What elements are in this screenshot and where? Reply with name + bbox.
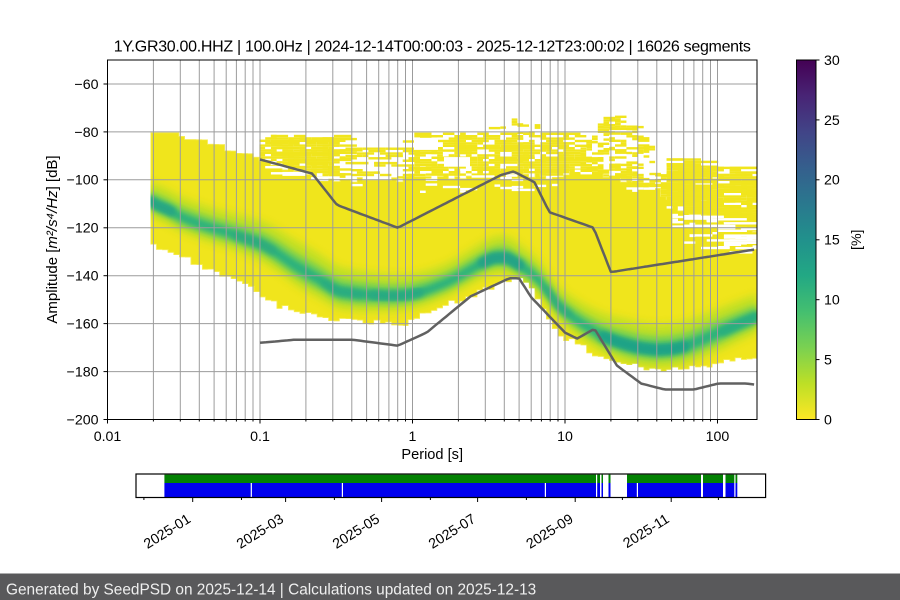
- svg-text:−180: −180: [67, 365, 99, 381]
- svg-text:1Y.GR30.00.HHZ | 100.0Hz | 202: 1Y.GR30.00.HHZ | 100.0Hz | 2024-12-14T00…: [114, 39, 751, 56]
- svg-text:−120: −120: [67, 221, 99, 237]
- svg-text:[%]: [%]: [849, 230, 865, 251]
- svg-text:10: 10: [824, 293, 840, 309]
- svg-text:0.01: 0.01: [94, 429, 122, 445]
- svg-text:20: 20: [824, 173, 840, 189]
- svg-text:−60: −60: [74, 77, 98, 93]
- svg-text:−100: −100: [67, 173, 99, 189]
- svg-text:0.1: 0.1: [250, 429, 270, 445]
- svg-text:−140: −140: [67, 269, 99, 285]
- svg-text:0: 0: [824, 412, 832, 428]
- svg-text:25: 25: [824, 113, 840, 129]
- svg-text:15: 15: [824, 233, 840, 249]
- svg-text:100: 100: [706, 429, 730, 445]
- svg-text:−160: −160: [67, 317, 99, 333]
- svg-text:−80: −80: [74, 125, 98, 141]
- svg-text:Period [s]: Period [s]: [401, 447, 463, 463]
- svg-text:Generated by SeedPSD on 2025-1: Generated by SeedPSD on 2025-12-14 | Cal…: [6, 582, 536, 599]
- svg-text:Amplitude [m²/s⁴/Hz] [dB]: Amplitude [m²/s⁴/Hz] [dB]: [44, 155, 61, 323]
- svg-text:−200: −200: [67, 412, 99, 428]
- svg-text:5: 5: [824, 353, 832, 369]
- svg-text:1: 1: [409, 429, 417, 445]
- svg-text:10: 10: [557, 429, 573, 445]
- svg-text:30: 30: [824, 53, 840, 69]
